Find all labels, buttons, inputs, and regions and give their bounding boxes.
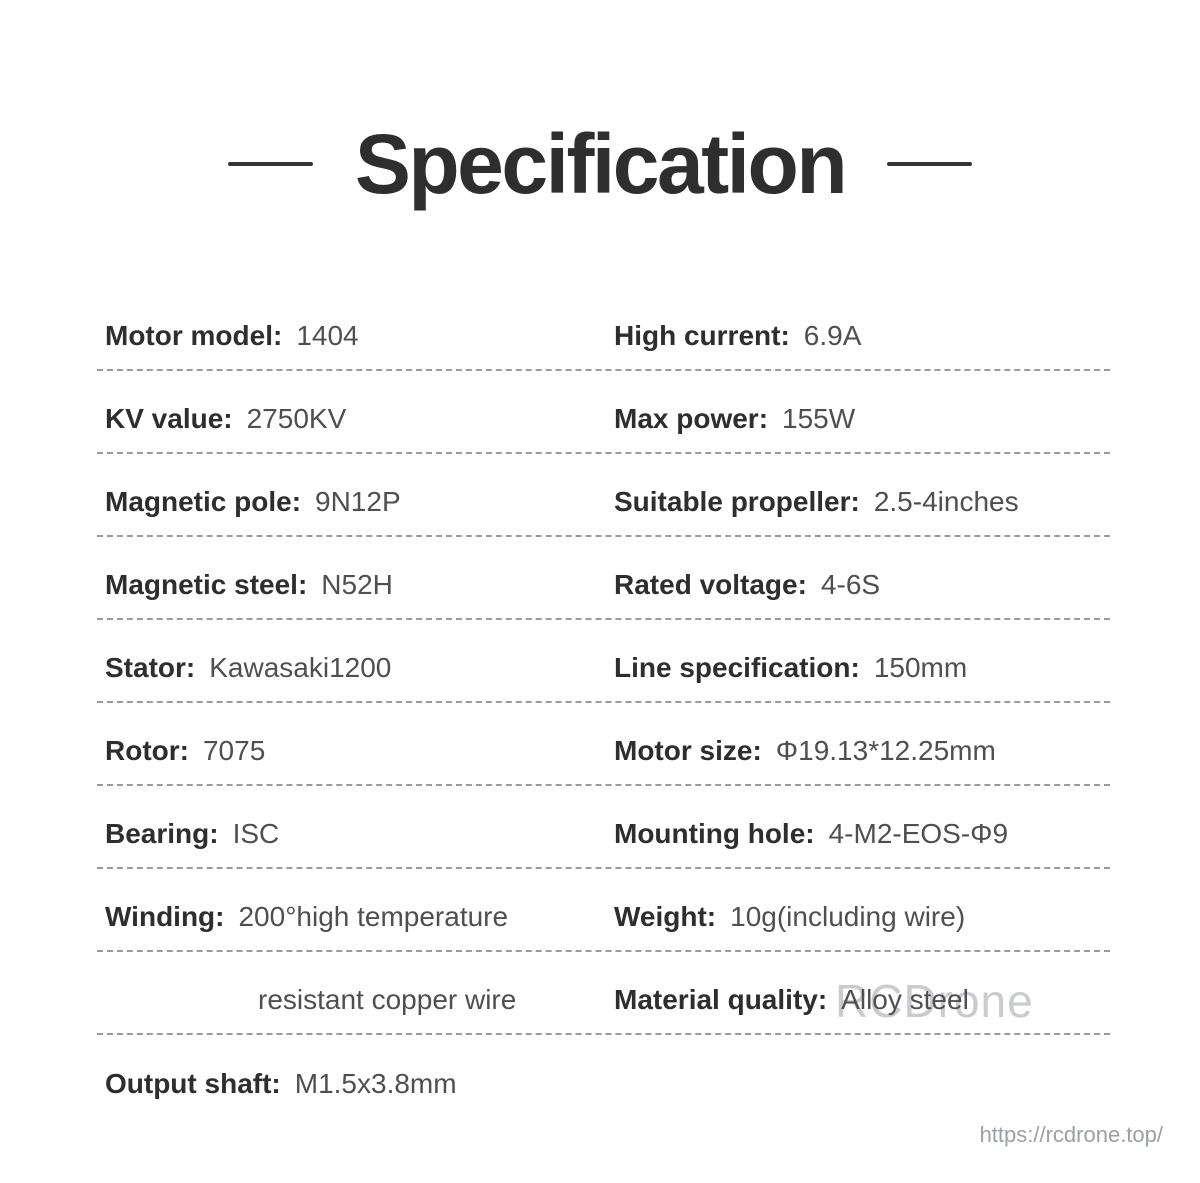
spec-label: Bearing: bbox=[105, 817, 219, 849]
spec-cell: Rotor: 7075 bbox=[97, 734, 614, 768]
spec-value: 9N12P bbox=[315, 485, 401, 517]
spec-value: M1.5x3.8mm bbox=[294, 1067, 457, 1099]
spec-value: Kawasaki1200 bbox=[209, 651, 392, 683]
spec-row-bearing: Bearing: ISC Mounting hole: 4-M2-EOS-Φ9 bbox=[97, 786, 1110, 869]
title-section: Specification bbox=[0, 116, 1200, 213]
spec-label: Material quality: bbox=[614, 983, 828, 1015]
spec-label: Suitable propeller: bbox=[614, 485, 860, 517]
spec-cell: Weight: 10g(including wire) bbox=[614, 900, 1110, 934]
spec-value: 4-6S bbox=[820, 568, 881, 600]
spec-value: 4-M2-EOS-Φ9 bbox=[828, 817, 1009, 849]
spec-value: 2.5-4inches bbox=[873, 485, 1019, 517]
spec-cell: High current: 6.9A bbox=[614, 319, 1110, 353]
spec-cell: Output shaft: M1.5x3.8mm bbox=[97, 1067, 614, 1101]
spec-cell: Rated voltage: 4-6S bbox=[614, 568, 1110, 602]
spec-cell: Material quality: Alloy steel bbox=[614, 983, 1110, 1017]
spec-value: 2750KV bbox=[246, 402, 347, 434]
spec-cell: Bearing: ISC bbox=[97, 817, 614, 851]
spec-label: Max power: bbox=[614, 402, 769, 434]
spec-cell: Magnetic steel: N52H bbox=[97, 568, 614, 602]
spec-row-magnetic-steel: Magnetic steel: N52H Rated voltage: 4-6S bbox=[97, 537, 1110, 620]
spec-row-stator: Stator: Kawasaki1200 Line specification: 1… bbox=[97, 620, 1110, 703]
spec-label: Rated voltage: bbox=[614, 568, 807, 600]
page-title: Specification bbox=[354, 117, 848, 211]
spec-label: Motor size: bbox=[614, 734, 762, 766]
title-dash-left bbox=[227, 162, 313, 167]
spec-label: Mounting hole: bbox=[614, 817, 815, 849]
spec-row-motor-model: Motor model: 1404 High current: 6.9A bbox=[97, 288, 1110, 371]
spec-value: 6.9A bbox=[803, 319, 862, 351]
spec-cell: Line specification: 150mm bbox=[614, 651, 1110, 685]
spec-cell: Motor model: 1404 bbox=[97, 319, 614, 353]
spec-row-kv-value: KV value: 2750KV Max power: 155W bbox=[97, 371, 1110, 454]
spec-row-magnetic-pole: Magnetic pole: 9N12P Suitable propeller: 2… bbox=[97, 454, 1110, 537]
spec-label: Stator: bbox=[105, 651, 196, 683]
spec-cell: Mounting hole: 4-M2-EOS-Φ9 bbox=[614, 817, 1110, 851]
spec-label: KV value: bbox=[105, 402, 233, 434]
spec-value: 155W bbox=[782, 402, 856, 434]
spec-cell: resistant copper wire bbox=[97, 983, 614, 1017]
spec-value: 7075 bbox=[202, 734, 266, 766]
spec-table: Motor model: 1404 High current: 6.9A KV va… bbox=[97, 288, 1110, 1118]
spec-value: 1404 bbox=[296, 319, 359, 351]
spec-value: Alloy steel bbox=[841, 983, 969, 1015]
spec-label: Magnetic pole: bbox=[105, 485, 302, 517]
spec-cell: Max power: 155W bbox=[614, 402, 1110, 436]
spec-value: 200°high temperature bbox=[238, 900, 509, 932]
spec-cell: Magnetic pole: 9N12P bbox=[97, 485, 614, 519]
spec-label: Weight: bbox=[614, 900, 717, 932]
spec-row-rotor: Rotor: 7075 Motor size: Φ19.13*12.25mm bbox=[97, 703, 1110, 786]
spec-value: 10g(including wire) bbox=[730, 900, 966, 932]
spec-label: Winding: bbox=[105, 900, 225, 932]
spec-label: Rotor: bbox=[105, 734, 189, 766]
brand-watermark: RCDrone bbox=[835, 975, 1034, 1027]
spec-label: High current: bbox=[614, 319, 790, 351]
spec-row-winding-continued: resistant copper wire Material quality: A… bbox=[97, 952, 1110, 1035]
spec-value: Φ19.13*12.25mm bbox=[775, 734, 996, 766]
spec-label: Motor model: bbox=[105, 319, 283, 351]
spec-label: Line specification: bbox=[614, 651, 860, 683]
spec-label: Magnetic steel: bbox=[105, 568, 308, 600]
spec-cell: Stator: Kawasaki1200 bbox=[97, 651, 614, 685]
spec-value: 150mm bbox=[873, 651, 968, 683]
spec-cell: Winding: 200°high temperature bbox=[97, 900, 614, 934]
spec-cell: KV value: 2750KV bbox=[97, 402, 614, 436]
spec-row-winding: Winding: 200°high temperature Weight: 10g(… bbox=[97, 869, 1110, 952]
spec-label: Output shaft: bbox=[105, 1067, 281, 1099]
spec-value: N52H bbox=[321, 568, 393, 600]
spec-value: resistant copper wire bbox=[258, 983, 517, 1015]
spec-value: ISC bbox=[232, 817, 280, 849]
website-url: https://rcdrone.top/ bbox=[979, 1122, 1163, 1147]
spec-cell: Motor size: Φ19.13*12.25mm bbox=[614, 734, 1110, 768]
title-dash-right bbox=[887, 162, 973, 167]
spec-cell: Suitable propeller: 2.5-4inches bbox=[614, 485, 1110, 519]
spec-row-output-shaft: Output shaft: M1.5x3.8mm bbox=[97, 1035, 1110, 1118]
